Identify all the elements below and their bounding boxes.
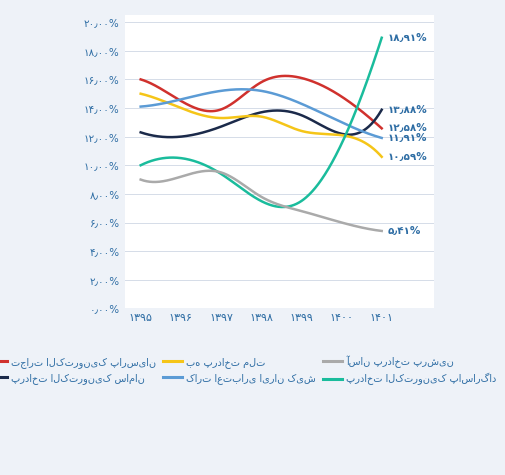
Text: ۵٫۴۱%: ۵٫۴۱%: [388, 226, 421, 236]
Text: ۱۱٫۹۱%: ۱۱٫۹۱%: [388, 133, 427, 143]
Legend: تجارت الکترونیک پارسیان, پرداخت الکترونیک سامان, به پرداخت ملت, کارت اعتباری ایر: تجارت الکترونیک پارسیان, پرداخت الکترونی…: [0, 352, 500, 389]
Text: ۱۲٫۵۸%: ۱۲٫۵۸%: [388, 124, 428, 133]
Text: ۱۳٫۸۸%: ۱۳٫۸۸%: [388, 105, 428, 115]
Text: ۱۸٫۹۱%: ۱۸٫۹۱%: [388, 33, 427, 43]
Text: ۱۰٫۵۹%: ۱۰٫۵۹%: [388, 152, 428, 162]
